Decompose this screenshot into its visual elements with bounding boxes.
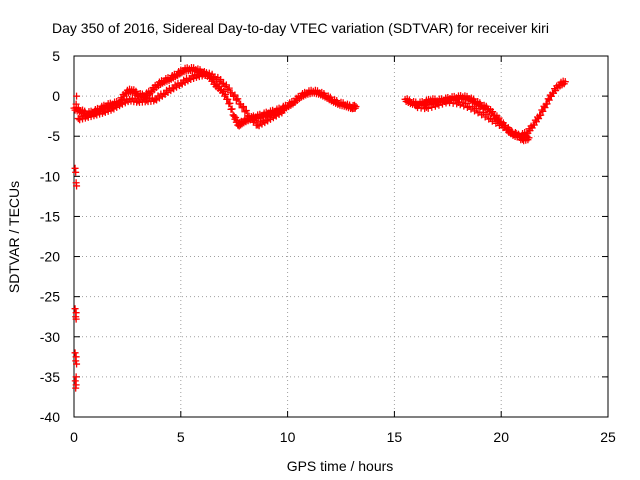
data-point bbox=[242, 107, 250, 115]
data-point bbox=[424, 104, 432, 112]
data-point bbox=[543, 100, 551, 108]
data-point bbox=[483, 111, 491, 119]
data-point bbox=[230, 112, 238, 120]
data-point bbox=[225, 84, 233, 92]
data-point bbox=[511, 128, 519, 136]
chart-title: Day 350 of 2016, Sidereal Day-to-day VTE… bbox=[52, 20, 549, 36]
x-tick-label: 15 bbox=[387, 429, 403, 445]
data-point bbox=[71, 349, 79, 357]
data-point bbox=[438, 100, 446, 108]
data-point bbox=[72, 357, 80, 365]
y-tick-label: -25 bbox=[40, 289, 60, 305]
x-axis-label: GPS time / hours bbox=[287, 458, 394, 474]
x-tick-label: 5 bbox=[177, 429, 185, 445]
data-point bbox=[435, 101, 443, 109]
data-point bbox=[234, 95, 242, 103]
data-point bbox=[217, 76, 225, 84]
y-tick-label: -15 bbox=[40, 208, 60, 224]
data-point bbox=[251, 116, 259, 124]
data-point bbox=[489, 108, 497, 116]
data-point bbox=[352, 103, 360, 111]
x-tick-label: 10 bbox=[280, 429, 296, 445]
data-point bbox=[71, 305, 79, 313]
data-point bbox=[504, 124, 512, 132]
y-tick-label: -10 bbox=[40, 168, 60, 184]
data-point bbox=[73, 92, 81, 100]
data-point bbox=[494, 117, 502, 125]
data-point bbox=[561, 78, 569, 86]
data-point bbox=[72, 100, 80, 108]
y-tick-label: 5 bbox=[52, 48, 60, 64]
data-point bbox=[501, 122, 509, 130]
data-point bbox=[72, 168, 80, 176]
data-point bbox=[545, 96, 553, 104]
data-point bbox=[458, 98, 466, 106]
y-tick-label: -35 bbox=[40, 369, 60, 385]
data-point bbox=[469, 103, 477, 111]
data-point bbox=[241, 108, 249, 116]
y-axis-label: SDTVAR / TECUs bbox=[6, 181, 22, 293]
data-point bbox=[495, 114, 503, 122]
data-point bbox=[222, 91, 230, 99]
y-tick-label: -30 bbox=[40, 329, 60, 345]
data-point bbox=[462, 100, 470, 108]
data-point bbox=[72, 384, 80, 392]
data-point bbox=[226, 99, 234, 107]
data-point bbox=[428, 103, 436, 111]
data-point bbox=[490, 115, 498, 123]
data-point bbox=[239, 103, 247, 111]
y-tick-label: -20 bbox=[40, 249, 60, 265]
y-tick-label: 0 bbox=[52, 88, 60, 104]
data-point bbox=[515, 131, 523, 139]
data-point bbox=[351, 101, 359, 109]
data-points bbox=[70, 64, 569, 392]
data-point bbox=[537, 111, 545, 119]
x-tick-label: 0 bbox=[70, 429, 78, 445]
data-point bbox=[232, 96, 240, 104]
data-point bbox=[231, 91, 239, 99]
data-point bbox=[229, 92, 237, 100]
x-tick-label: 25 bbox=[600, 429, 616, 445]
data-point bbox=[228, 105, 236, 113]
plot-frame bbox=[73, 55, 609, 418]
x-tick-label: 20 bbox=[493, 429, 509, 445]
data-point bbox=[224, 95, 232, 103]
y-tick-label: -5 bbox=[48, 128, 61, 144]
y-tick-label: -40 bbox=[40, 409, 60, 425]
data-point bbox=[525, 134, 533, 142]
data-point bbox=[73, 182, 81, 190]
data-point bbox=[72, 315, 80, 323]
data-point bbox=[463, 103, 471, 111]
data-point bbox=[279, 107, 287, 115]
grid-layer bbox=[74, 56, 608, 417]
data-point bbox=[472, 105, 480, 113]
data-point bbox=[72, 373, 80, 381]
data-point bbox=[479, 109, 487, 117]
data-point bbox=[73, 360, 81, 368]
data-point bbox=[539, 107, 547, 115]
data-point bbox=[238, 104, 246, 112]
data-point bbox=[71, 377, 79, 385]
tick-layer: 0 5 10 15 20 25 5 0 -5 -10 -15 -20 -25 -30 -35 -40 bbox=[40, 48, 616, 445]
data-point bbox=[541, 104, 549, 112]
